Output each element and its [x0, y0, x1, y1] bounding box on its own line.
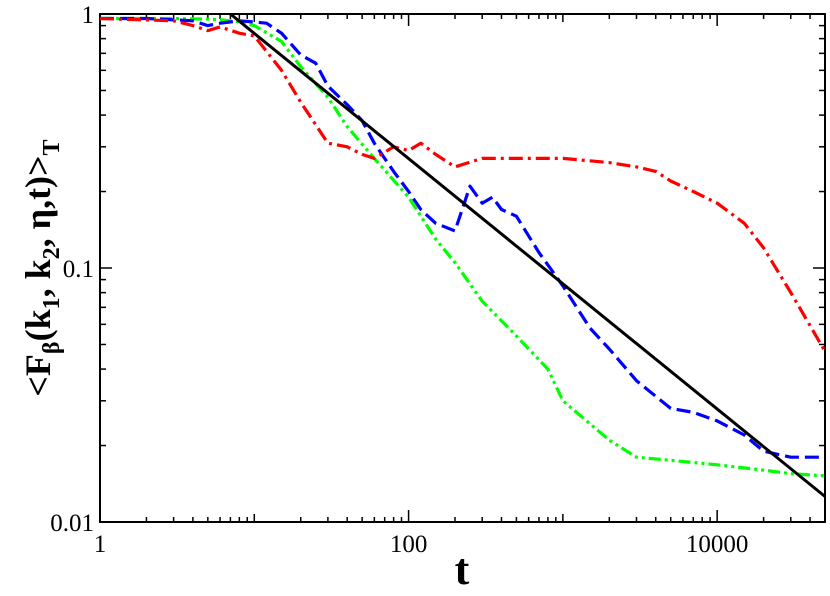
ylabel-sub-beta: β [39, 341, 65, 354]
ylabel-sub-1: 1 [39, 297, 65, 309]
x-axis-title: t [455, 545, 470, 594]
y-axis-title: <Fβ(k1, k2, η,t)>T [18, 139, 65, 396]
series-line-3 [100, 16, 825, 353]
series-line-4 [229, 14, 825, 498]
ylabel-part2: , k [18, 259, 58, 297]
y-tick-label: 0.1 [63, 256, 94, 283]
ylabel-prefix: <F [18, 354, 58, 397]
ylabel-part1: (k [18, 309, 58, 341]
x-tick-label: 10000 [686, 531, 749, 558]
x-tick-label: 1 [94, 531, 107, 558]
axis-tick-labels: 1 100 10000 1 0.1 0.01 [50, 2, 748, 558]
series-group [100, 14, 825, 498]
x-tick-label: 100 [390, 531, 428, 558]
series-line-1 [100, 16, 825, 478]
axis-ticks [99, 13, 826, 523]
ylabel-sub-2: 2 [39, 247, 65, 259]
y-tick-label: 1 [82, 2, 95, 29]
y-tick-label: 0.01 [50, 510, 94, 537]
plot-frame [99, 13, 826, 523]
series-line-2 [100, 16, 825, 459]
ylabel-part3: , η,t)> [18, 155, 58, 247]
ylabel-sub-t: T [39, 139, 65, 155]
